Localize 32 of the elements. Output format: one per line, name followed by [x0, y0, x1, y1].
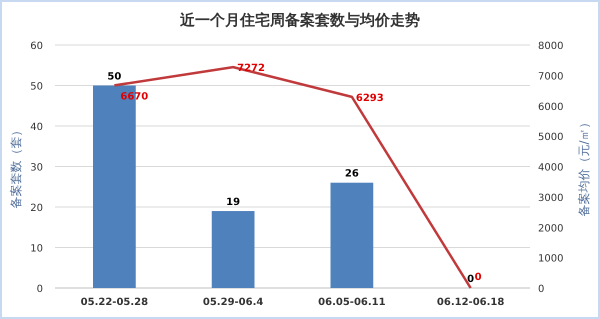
y2-tick-label: 7000	[538, 71, 564, 82]
x-tick-label: 06.05-06.11	[318, 297, 386, 308]
data-label: 0	[467, 274, 474, 285]
data-label: 26	[344, 168, 359, 180]
chart-title: 近一个月住宅周备案套数与均价走势	[179, 11, 420, 29]
y-tick-label: 60	[30, 41, 43, 52]
x-tick-label: 06.12-06.18	[436, 297, 504, 308]
bar	[212, 211, 254, 288]
y2-tick-label: 6000	[538, 102, 564, 113]
y-tick-label: 30	[30, 162, 43, 174]
y-tick-label: 10	[30, 244, 43, 254]
x-tick-label: 05.29-06.4	[202, 297, 264, 308]
x-tick-label: 05.22-05.28	[80, 297, 148, 308]
y2-tick-label: 0	[538, 284, 544, 295]
y2-tick-label: 3000	[538, 192, 564, 204]
data-label: 6293	[356, 92, 384, 104]
y-tick-label: 0	[36, 284, 43, 295]
y-axis-title: 备案套数（套）	[9, 124, 23, 208]
y-tick-label: 40	[30, 122, 43, 133]
data-label: 19	[226, 197, 240, 208]
data-label: 7272	[237, 63, 265, 74]
bar	[330, 182, 374, 288]
y-tick-label: 20	[30, 203, 43, 214]
y2-tick-label: 5000	[538, 132, 564, 144]
y2-tick-label: 2000	[538, 223, 564, 234]
data-label: 50	[107, 72, 122, 82]
y-tick-label: 50	[30, 82, 43, 92]
y2-tick-label: 4000	[538, 162, 564, 174]
y2-tick-label: 1000	[538, 254, 564, 265]
y2-tick-label: 8000	[538, 41, 564, 52]
y2-axis-title: 备案均价（元/㎡）	[577, 116, 591, 217]
data-label: 0	[474, 272, 482, 283]
